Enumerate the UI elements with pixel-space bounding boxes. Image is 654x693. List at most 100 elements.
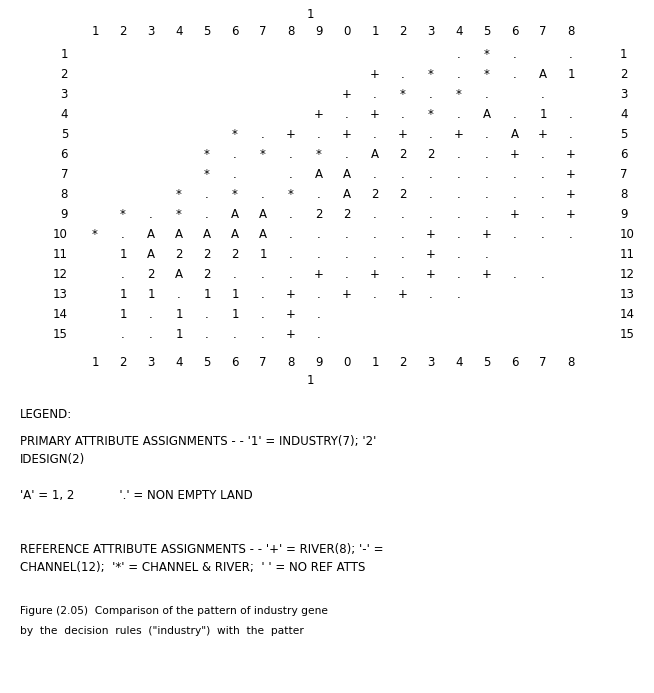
- Text: .: .: [457, 188, 461, 201]
- Text: 12: 12: [620, 268, 635, 281]
- Text: .: .: [345, 228, 349, 241]
- Text: .: .: [233, 148, 237, 161]
- Text: 8: 8: [620, 188, 627, 201]
- Text: .: .: [569, 48, 573, 61]
- Text: *: *: [232, 128, 238, 141]
- Text: 2: 2: [119, 356, 127, 369]
- Text: PRIMARY ATTRIBUTE ASSIGNMENTS - - '1' = INDUSTRY(7); '2': PRIMARY ATTRIBUTE ASSIGNMENTS - - '1' = …: [20, 435, 376, 448]
- Text: A: A: [483, 108, 491, 121]
- Text: A: A: [147, 228, 155, 241]
- Text: .: .: [457, 228, 461, 241]
- Text: 2: 2: [232, 248, 239, 261]
- Text: 2: 2: [620, 68, 627, 81]
- Text: .: .: [513, 168, 517, 181]
- Text: 4: 4: [175, 356, 182, 369]
- Text: 2: 2: [61, 68, 68, 81]
- Text: +: +: [454, 128, 464, 141]
- Text: .: .: [373, 128, 377, 141]
- Text: 4: 4: [61, 108, 68, 121]
- Text: .: .: [317, 128, 321, 141]
- Text: .: .: [345, 108, 349, 121]
- Text: 4: 4: [620, 108, 627, 121]
- Text: A: A: [511, 128, 519, 141]
- Text: 3: 3: [427, 25, 435, 38]
- Text: +: +: [342, 88, 352, 101]
- Text: .: .: [317, 188, 321, 201]
- Text: A: A: [315, 168, 323, 181]
- Text: .: .: [457, 248, 461, 261]
- Text: .: .: [485, 88, 489, 101]
- Text: .: .: [289, 148, 293, 161]
- Text: .: .: [485, 248, 489, 261]
- Text: .: .: [317, 288, 321, 301]
- Text: +: +: [566, 148, 576, 161]
- Text: .: .: [569, 128, 573, 141]
- Text: .: .: [457, 168, 461, 181]
- Text: .: .: [261, 308, 265, 321]
- Text: .: .: [289, 228, 293, 241]
- Text: A: A: [203, 228, 211, 241]
- Text: .: .: [401, 248, 405, 261]
- Text: 9: 9: [315, 25, 323, 38]
- Text: A: A: [539, 68, 547, 81]
- Text: 5: 5: [483, 356, 490, 369]
- Text: 6: 6: [620, 148, 627, 161]
- Text: 5: 5: [620, 128, 627, 141]
- Text: 3: 3: [147, 25, 155, 38]
- Text: 1: 1: [371, 356, 379, 369]
- Text: by  the  decision  rules  ("industry")  with  the  patter: by the decision rules ("industry") with …: [20, 626, 304, 635]
- Text: .: .: [149, 308, 153, 321]
- Text: *: *: [456, 88, 462, 101]
- Text: *: *: [204, 168, 210, 181]
- Text: 1: 1: [540, 108, 547, 121]
- Text: +: +: [286, 128, 296, 141]
- Text: 1: 1: [61, 48, 68, 61]
- Text: 14: 14: [620, 308, 635, 321]
- Text: 7: 7: [540, 356, 547, 369]
- Text: .: .: [261, 328, 265, 341]
- Text: .: .: [429, 168, 433, 181]
- Text: 11: 11: [53, 248, 68, 261]
- Text: .: .: [233, 328, 237, 341]
- Text: *: *: [288, 188, 294, 201]
- Text: 1: 1: [119, 308, 127, 321]
- Text: A: A: [231, 228, 239, 241]
- Text: +: +: [566, 168, 576, 181]
- Text: .: .: [485, 128, 489, 141]
- Text: 1: 1: [306, 8, 314, 21]
- Text: .: .: [569, 108, 573, 121]
- Text: 7: 7: [620, 168, 627, 181]
- Text: +: +: [538, 128, 548, 141]
- Text: .: .: [373, 208, 377, 221]
- Text: 7: 7: [259, 25, 267, 38]
- Text: .: .: [205, 208, 209, 221]
- Text: 2: 2: [147, 268, 155, 281]
- Text: 8: 8: [287, 356, 295, 369]
- Text: *: *: [232, 188, 238, 201]
- Text: .: .: [457, 268, 461, 281]
- Text: 8: 8: [567, 356, 575, 369]
- Text: 2: 2: [175, 248, 182, 261]
- Text: A: A: [175, 228, 183, 241]
- Text: *: *: [484, 68, 490, 81]
- Text: 2: 2: [203, 248, 211, 261]
- Text: *: *: [400, 88, 406, 101]
- Text: +: +: [286, 308, 296, 321]
- Text: 2: 2: [119, 25, 127, 38]
- Text: 2: 2: [371, 188, 379, 201]
- Text: .: .: [317, 228, 321, 241]
- Text: +: +: [482, 228, 492, 241]
- Text: 8: 8: [567, 25, 575, 38]
- Text: .: .: [429, 88, 433, 101]
- Text: 1: 1: [567, 68, 575, 81]
- Text: +: +: [482, 268, 492, 281]
- Text: .: .: [317, 328, 321, 341]
- Text: *: *: [316, 148, 322, 161]
- Text: .: .: [317, 248, 321, 261]
- Text: *: *: [484, 48, 490, 61]
- Text: 9: 9: [315, 356, 323, 369]
- Text: .: .: [401, 68, 405, 81]
- Text: .: .: [541, 188, 545, 201]
- Text: 2: 2: [399, 148, 407, 161]
- Text: .: .: [401, 228, 405, 241]
